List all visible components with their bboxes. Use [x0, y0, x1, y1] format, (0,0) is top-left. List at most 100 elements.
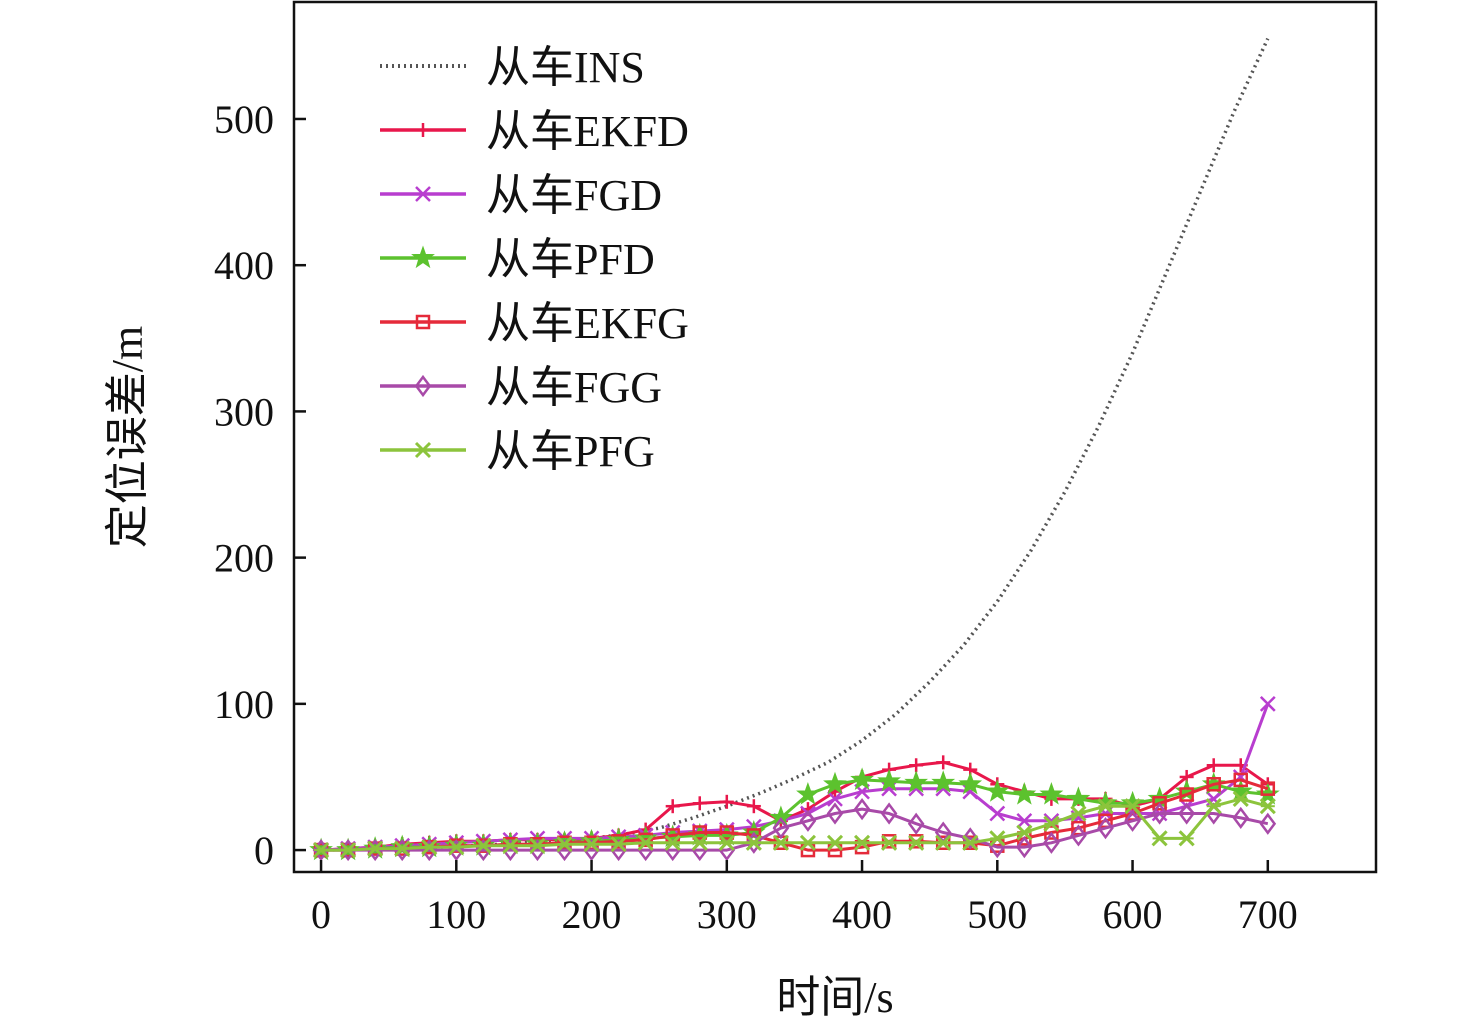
- data-point: [340, 842, 357, 859]
- y-tick-label: 500: [214, 97, 274, 142]
- x-tick-label: 100: [426, 892, 486, 937]
- data-point: [611, 834, 626, 849]
- data-point: [529, 837, 546, 854]
- data-point: [936, 755, 951, 770]
- data-point: [935, 834, 952, 851]
- legend-label: 从车PFG: [486, 427, 655, 476]
- data-point: [692, 825, 707, 840]
- series-layer: [309, 37, 1280, 862]
- legend-item: 从车EKFD: [380, 107, 689, 156]
- legend-marker: [411, 245, 435, 269]
- data-point: [1174, 779, 1199, 802]
- data-point: [1152, 796, 1167, 811]
- data-point: [502, 837, 519, 854]
- series-6: [312, 790, 1276, 859]
- data-point: [799, 834, 817, 851]
- data-point: [719, 794, 734, 809]
- data-point: [692, 796, 707, 811]
- series-line: [321, 703, 1270, 852]
- data-point: [958, 771, 983, 795]
- data-point: [718, 834, 735, 851]
- legend-marker: [416, 123, 430, 137]
- data-point: [665, 799, 680, 814]
- data-point: [931, 770, 956, 793]
- x-tick-label: 300: [697, 892, 757, 937]
- data-point: [1179, 787, 1194, 802]
- data-point: [664, 834, 681, 851]
- series-2: [313, 695, 1276, 858]
- data-point: [1124, 798, 1141, 815]
- x-tick-label: 0: [311, 892, 331, 937]
- legend-item: 从车FGD: [380, 171, 662, 220]
- legend-label: 从车FGG: [486, 363, 662, 412]
- data-point: [475, 837, 492, 854]
- data-point: [1151, 830, 1168, 847]
- data-point: [1043, 815, 1060, 832]
- legend-label: 从车EKFG: [486, 299, 689, 348]
- y-tick-label: 200: [214, 536, 274, 581]
- data-point: [772, 817, 790, 840]
- data-point: [1228, 779, 1253, 802]
- data-point: [637, 834, 654, 851]
- x-tick-label: 500: [967, 892, 1027, 937]
- data-point: [1178, 830, 1195, 847]
- data-point: [1070, 805, 1087, 822]
- legend-marker: [414, 374, 432, 398]
- legend-label: 从车EKFD: [486, 107, 689, 156]
- legend-item: 从车EKFG: [380, 299, 689, 348]
- legend: 从车INS 从车EKFD 从车FGD 从车PFD 从车EKFG 从车FGG 从车PFG: [380, 43, 689, 476]
- y-tick-label: 100: [214, 682, 274, 727]
- x-tick-label: 400: [832, 892, 892, 937]
- y-tick-label: 300: [214, 389, 274, 434]
- data-point: [985, 779, 1010, 802]
- data-point: [1233, 772, 1248, 788]
- data-point: [1178, 802, 1195, 825]
- data-point: [1151, 802, 1168, 825]
- data-point: [1259, 812, 1277, 835]
- data-point: [989, 805, 1006, 822]
- legend-item: 从车PFD: [380, 235, 655, 284]
- data-point: [1016, 812, 1033, 829]
- data-point: [1016, 836, 1033, 859]
- data-point: [1039, 781, 1064, 805]
- data-point: [610, 836, 627, 853]
- legend-marker: [414, 441, 432, 459]
- data-point: [448, 839, 465, 856]
- data-point: [583, 836, 600, 853]
- data-point: [850, 767, 874, 791]
- y-axis-label: 定位误差/m: [103, 326, 152, 548]
- data-point: [1232, 806, 1250, 829]
- legend-marker: [415, 314, 431, 330]
- data-point: [827, 791, 843, 807]
- data-point: [962, 834, 979, 851]
- data-point: [853, 834, 871, 851]
- data-point: [880, 802, 898, 825]
- data-point: [366, 838, 384, 862]
- data-point: [394, 840, 411, 857]
- legend-item: 从车PFG: [380, 427, 655, 476]
- data-point: [909, 758, 924, 773]
- x-axis-label: 时间/s: [776, 973, 893, 1022]
- y-tick-label: 0: [254, 828, 274, 873]
- data-point: [799, 809, 817, 832]
- data-point: [719, 825, 735, 840]
- data-point: [421, 839, 438, 856]
- series-0: [321, 37, 1270, 852]
- data-point: [1097, 798, 1114, 815]
- data-point: [1124, 809, 1141, 832]
- data-point: [853, 798, 871, 821]
- data-point: [796, 782, 820, 805]
- data-point: [1259, 798, 1276, 815]
- data-point: [908, 834, 925, 851]
- legend-item: 从车FGG: [380, 363, 662, 412]
- data-point: [1232, 790, 1249, 807]
- axis-layer: 0 100 200 300 400 500 600 700 0 100 200 300 400 500: [214, 97, 1298, 937]
- data-point: [1016, 824, 1033, 841]
- legend-item: 从车INS: [380, 43, 645, 92]
- data-point: [1260, 781, 1276, 796]
- data-point: [638, 832, 653, 848]
- legend-label: 从车FGD: [486, 171, 662, 220]
- data-point: [1043, 831, 1060, 854]
- data-point: [312, 842, 330, 859]
